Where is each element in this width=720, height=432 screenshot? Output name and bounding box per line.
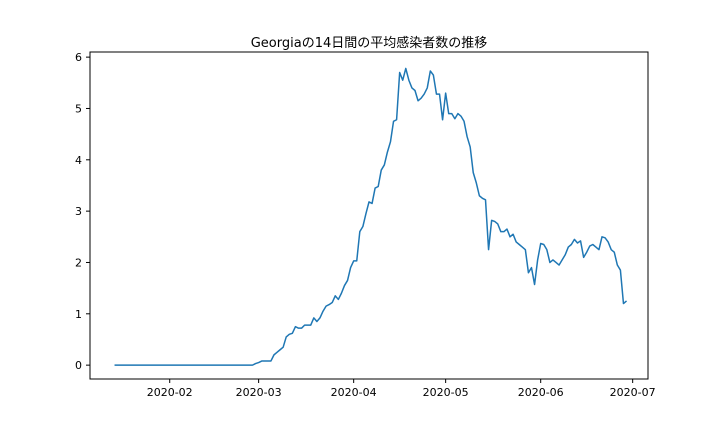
plot-area: [89, 51, 649, 380]
chart-title: Georgiaの14日間の平均感染者数の推移: [251, 35, 488, 51]
y-tick-label: 1: [75, 308, 82, 321]
x-tick-label: 2020-06: [518, 386, 564, 399]
axes-frame: [89, 51, 649, 380]
x-tick-label: 2020-07: [610, 386, 656, 399]
y-tick-label: 5: [75, 102, 82, 115]
y-axis: 0 1 2 3 4 5 6: [75, 51, 90, 372]
y-tick-label: 2: [75, 256, 82, 269]
series-line: [114, 67, 628, 366]
y-tick-label: 4: [75, 154, 82, 167]
y-tick-label: 6: [75, 51, 82, 64]
y-tick-label: 0: [75, 359, 82, 372]
y-tick-label: 3: [75, 205, 82, 218]
x-tick-label: 2020-02: [147, 386, 193, 399]
x-axis: 2020-02 2020-03 2020-04 2020-05 2020-06 2020-…: [147, 379, 656, 399]
x-tick-label: 2020-05: [423, 386, 469, 399]
x-tick-label: 2020-04: [331, 386, 377, 399]
x-tick-label: 2020-03: [236, 386, 282, 399]
